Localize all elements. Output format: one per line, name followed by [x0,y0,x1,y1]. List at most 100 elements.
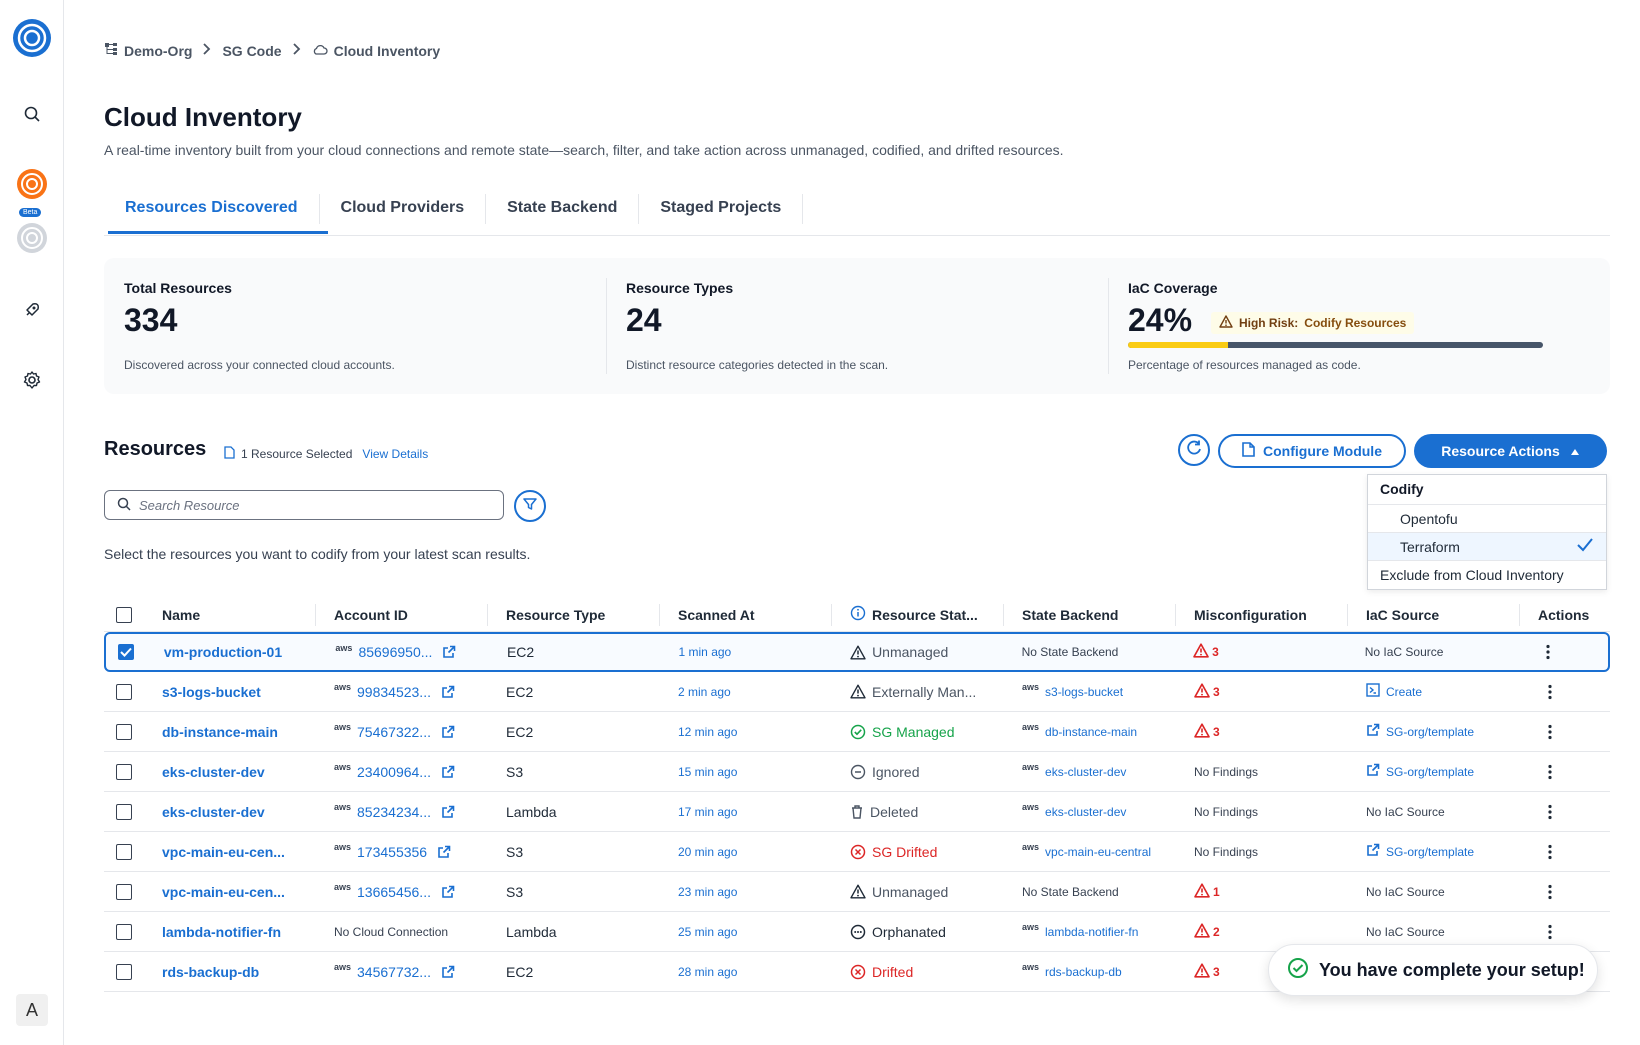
select-all-checkbox[interactable] [116,606,132,623]
row-checkbox[interactable] [116,683,132,700]
row-checkbox[interactable] [117,644,134,660]
tab-resources-discovered[interactable]: Resources Discovered [104,194,320,224]
tab-state-backend[interactable]: State Backend [486,194,640,224]
row-checkbox[interactable] [116,843,132,860]
table-row[interactable]: db-instance-main aws 75467322... EC2 12 m… [104,712,1610,752]
state-backend-link[interactable]: lambda-notifier-fn [1045,924,1139,939]
resource-name-link[interactable]: vm-production-01 [163,644,283,660]
breadcrumb-org[interactable]: Demo-Org [104,42,192,59]
high-risk-badge[interactable]: High Risk: Codify Resources [1210,311,1415,334]
account-id[interactable]: 13665456... [357,883,431,900]
table-row[interactable]: s3-logs-bucket aws 99834523... EC2 2 min … [104,672,1610,712]
menu-item-exclude[interactable]: Exclude from Cloud Inventory [1368,561,1606,589]
more-vertical-icon[interactable] [1538,684,1562,700]
iac-source-link[interactable]: SG-org/template [1366,763,1474,780]
view-details-link[interactable]: View Details [362,447,429,461]
table-row[interactable]: eks-cluster-dev aws 85234234... Lambda 17… [104,792,1610,832]
row-checkbox[interactable] [116,803,132,820]
state-backend-link[interactable]: rds-backup-db [1045,964,1122,979]
external-link-icon[interactable] [441,725,455,739]
orange-product-icon[interactable] [12,164,52,204]
table-row[interactable]: vpc-main-eu-cen... aws 173455356 S3 20 mi… [104,832,1610,872]
external-link-icon[interactable] [442,645,456,659]
app-logo-icon[interactable] [12,18,52,58]
setup-complete-toast[interactable]: You have complete your setup! [1268,944,1598,996]
resource-name-link[interactable]: rds-backup-db [162,963,260,980]
header-scanned-at[interactable]: Scanned At [660,603,832,626]
more-vertical-icon[interactable] [1538,884,1562,900]
row-checkbox[interactable] [116,723,132,740]
state-backend-link[interactable]: s3-logs-bucket [1045,684,1124,699]
header-account-id[interactable]: Account ID [316,603,488,626]
external-link-icon[interactable] [441,885,455,899]
resource-actions-button[interactable]: Resource Actions [1414,434,1607,468]
breadcrumb-workspace[interactable]: SG Code [222,43,281,59]
filter-button[interactable] [514,490,546,522]
menu-item-opentofu[interactable]: Opentofu [1368,505,1606,533]
resource-name-link[interactable]: s3-logs-bucket [162,683,261,700]
misconfiguration-count[interactable]: 3 [1193,643,1219,661]
iac-create-link[interactable]: Create [1366,683,1422,700]
more-vertical-icon[interactable] [1538,844,1562,860]
external-link-icon[interactable] [437,845,451,859]
iac-source-link[interactable]: SG-org/template [1366,843,1474,860]
gray-product-icon[interactable] [12,218,52,258]
misconfiguration-count[interactable]: 1 [1194,882,1220,901]
misconfiguration-count[interactable]: 3 [1194,722,1220,741]
user-avatar[interactable]: A [16,994,48,1026]
header-state-backend[interactable]: State Backend [1004,603,1176,626]
row-checkbox[interactable] [116,923,132,940]
state-backend-link[interactable]: vpc-main-eu-central [1045,844,1152,859]
account-id[interactable]: 85696950... [358,644,433,660]
table-row[interactable]: lambda-notifier-fn No Cloud Connection L… [104,912,1610,952]
resource-name-link[interactable]: vpc-main-eu-cen... [162,883,285,900]
misconfiguration-count[interactable]: 3 [1194,962,1220,981]
account-id[interactable]: 85234234... [357,803,431,820]
external-link-icon[interactable] [441,765,455,779]
external-link-icon[interactable] [441,805,455,819]
search-input[interactable]: Search Resource [104,490,504,520]
header-iac-source[interactable]: IaC Source [1348,603,1520,626]
iac-source-link[interactable]: SG-org/template [1366,723,1474,740]
header-resource-status[interactable]: Resource Stat... [832,603,1004,626]
more-vertical-icon[interactable] [1536,644,1560,660]
menu-item-terraform[interactable]: Terraform [1368,533,1606,561]
resource-name-link[interactable]: db-instance-main [162,723,278,740]
misconfiguration-count[interactable]: 3 [1194,682,1220,701]
state-backend-link[interactable]: db-instance-main [1045,724,1138,739]
resource-name-link[interactable]: eks-cluster-dev [162,763,265,780]
tab-cloud-providers[interactable]: Cloud Providers [320,194,487,224]
table-row[interactable]: eks-cluster-dev aws 23400964... S3 15 min… [104,752,1610,792]
gear-icon[interactable] [12,360,52,400]
configure-module-button[interactable]: Configure Module [1218,434,1406,468]
row-checkbox[interactable] [116,963,132,980]
more-vertical-icon[interactable] [1538,764,1562,780]
state-backend-link[interactable]: eks-cluster-dev [1045,764,1127,779]
account-id[interactable]: 23400964... [357,763,431,780]
row-checkbox[interactable] [116,763,132,780]
more-vertical-icon[interactable] [1538,804,1562,820]
breadcrumb-current[interactable]: Cloud Inventory [312,43,440,59]
header-name[interactable]: Name [144,603,316,626]
header-resource-type[interactable]: Resource Type [488,603,660,626]
account-id[interactable]: 173455356 [357,843,428,860]
account-id[interactable]: 34567732... [357,963,431,980]
resource-name-link[interactable]: eks-cluster-dev [162,803,265,820]
tab-staged-projects[interactable]: Staged Projects [639,194,804,224]
external-link-icon[interactable] [441,965,455,979]
table-row[interactable]: vpc-main-eu-cen... aws 13665456... S3 23 … [104,872,1610,912]
row-checkbox[interactable] [116,883,132,900]
refresh-button[interactable] [1178,434,1210,466]
misconfiguration-count[interactable]: 2 [1194,922,1220,941]
more-vertical-icon[interactable] [1538,924,1562,940]
account-id[interactable]: 75467322... [357,723,431,740]
table-row[interactable]: rds-backup-db aws 34567732... EC2 28 min … [104,952,1610,992]
external-link-icon[interactable] [441,685,455,699]
rocket-icon[interactable] [12,290,52,330]
state-backend-link[interactable]: eks-cluster-dev [1045,804,1127,819]
resource-name-link[interactable]: lambda-notifier-fn [162,923,281,940]
table-row[interactable]: vm-production-01 aws 85696950... EC2 1 mi… [104,632,1610,672]
search-icon[interactable] [12,94,52,134]
more-vertical-icon[interactable] [1538,724,1562,740]
header-misconfiguration[interactable]: Misconfiguration [1176,603,1348,626]
